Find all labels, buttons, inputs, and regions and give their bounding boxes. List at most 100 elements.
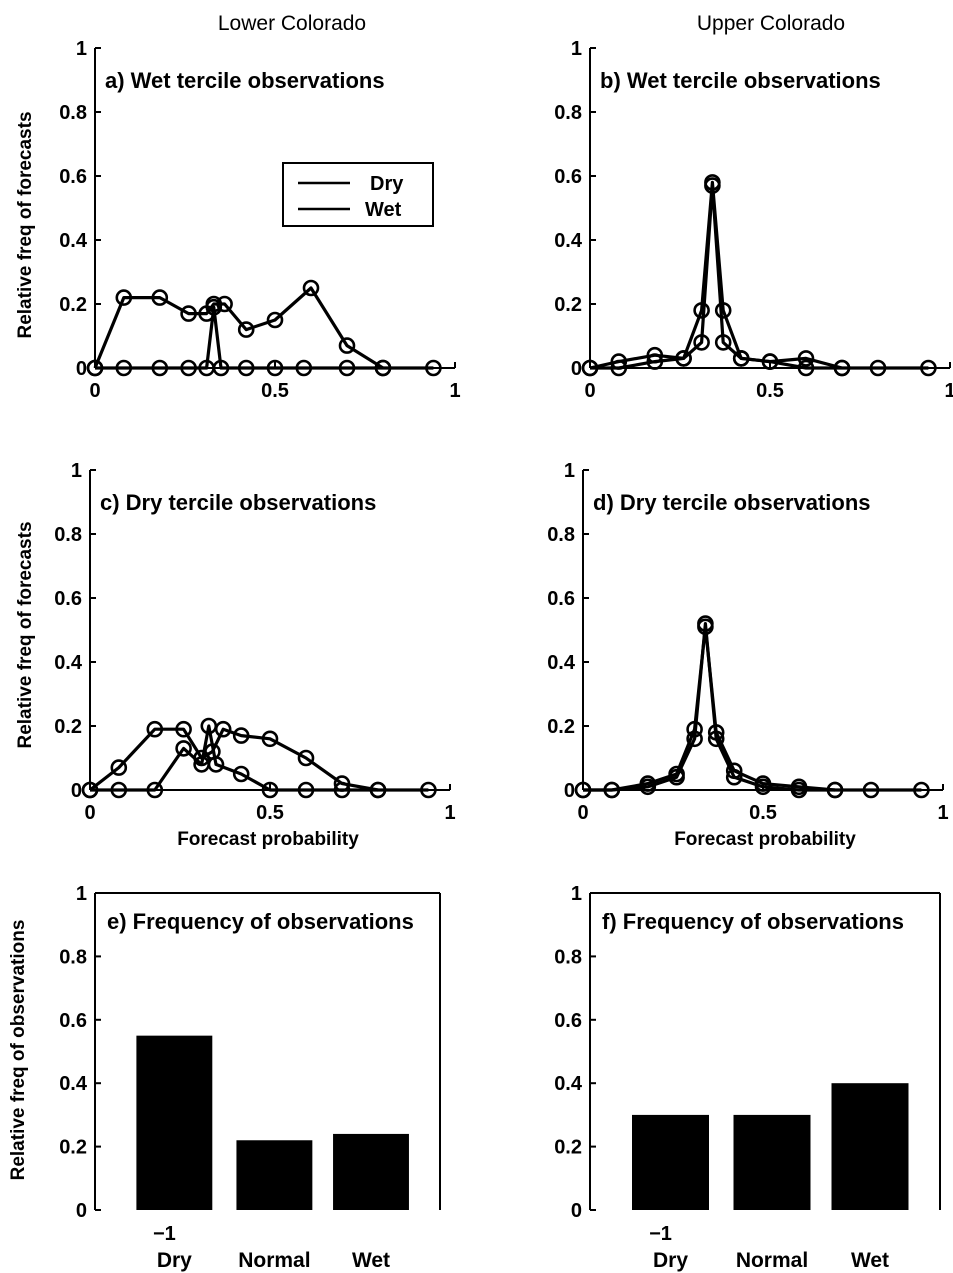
panel-title: e) Frequency of observations <box>107 909 414 934</box>
y-tick-label: 1 <box>76 883 87 905</box>
legend: Dry Wet <box>282 162 434 227</box>
legend-label-dry: Dry <box>370 173 404 195</box>
bar-normal <box>236 1140 313 1210</box>
y-tick-label: 1 <box>571 38 582 60</box>
data-point-wet <box>697 618 714 636</box>
bar-wet <box>831 1083 909 1210</box>
series-line-wet <box>589 184 843 370</box>
x-tick-label: 0 <box>584 380 595 402</box>
x-tick-label: 0.5 <box>749 802 777 824</box>
series-line-wet <box>583 625 836 792</box>
data-point-dry <box>115 359 133 377</box>
x-tick-label: 0.5 <box>261 380 289 402</box>
data-point-dry <box>180 359 197 377</box>
data-point-wet <box>686 720 703 738</box>
y-tick-label: 0.2 <box>547 716 575 738</box>
data-point-wet <box>146 720 164 738</box>
data-point-wet <box>714 334 732 351</box>
category-label: Dry <box>653 1249 688 1272</box>
data-point-dry <box>913 781 930 799</box>
y-tick-label: 0 <box>71 780 82 802</box>
data-point-dry <box>297 781 315 799</box>
category-label: Normal <box>238 1249 310 1272</box>
x-tick-label: 1 <box>449 380 460 402</box>
y-tick-label: 0.6 <box>547 588 575 610</box>
y-tick-label: 0.8 <box>59 102 87 124</box>
panel-title: c) Dry tercile observations <box>100 490 376 515</box>
category-label: Normal <box>736 1249 808 1272</box>
data-point-wet <box>333 775 351 792</box>
data-point-wet <box>115 289 133 306</box>
data-point-wet <box>603 781 621 799</box>
data-point-dry <box>693 302 710 319</box>
x-tick-label: 0 <box>89 380 100 402</box>
data-point-dry <box>862 781 880 799</box>
x-tick-label: −1 <box>153 1223 176 1245</box>
data-point-wet <box>302 279 320 297</box>
y-tick-label: 1 <box>571 883 582 905</box>
y-tick-label: 0.8 <box>554 102 582 124</box>
y-tick-label: 0.4 <box>59 1073 88 1095</box>
y-tick-label: 0.4 <box>59 230 88 252</box>
data-point-wet <box>237 321 255 338</box>
y-tick-label: 0.8 <box>547 524 575 546</box>
x-tick-label: 0.5 <box>256 802 284 824</box>
series-line-dry <box>583 621 922 792</box>
data-point-dry <box>338 359 356 377</box>
data-point-wet <box>232 727 250 744</box>
data-point-wet <box>297 749 315 767</box>
y-tick-label: 0.6 <box>554 1010 582 1032</box>
panel-d: 0 0.2 0.4 0.6 0.8 1 0 0.5 1 d) Dry tercile observ… <box>547 460 948 824</box>
data-point-wet <box>81 781 99 799</box>
series-line-dry <box>95 305 434 370</box>
y-axis-label-forecasts-middle: Relative freq of forecasts <box>15 521 36 748</box>
data-point-wet <box>214 720 232 738</box>
data-point-wet <box>732 350 750 367</box>
data-point-wet <box>646 346 664 364</box>
data-point-wet <box>610 353 628 370</box>
y-tick-label: 0.2 <box>54 716 82 738</box>
data-point-wet <box>86 359 104 377</box>
data-point-dry <box>425 359 442 377</box>
data-point-wet <box>266 311 284 329</box>
data-point-dry <box>420 781 437 799</box>
category-label: Dry <box>157 1249 192 1272</box>
y-tick-label: 0.2 <box>554 1137 582 1159</box>
panel-title: f) Frequency of observations <box>602 909 904 934</box>
data-point-wet <box>704 177 721 194</box>
y-tick-label: 0 <box>571 1200 582 1222</box>
data-point-wet <box>374 359 392 377</box>
x-tick-label: 0 <box>577 802 588 824</box>
panel-a: 0 0.2 0.4 0.6 0.8 1 0 0.5 1 a) Wet tercile observ… <box>59 38 460 402</box>
y-tick-label: 0.4 <box>547 652 576 674</box>
data-point-dry <box>869 359 887 377</box>
y-tick-label: 0.8 <box>59 946 87 968</box>
data-point-wet <box>180 305 197 322</box>
data-point-wet <box>205 295 223 313</box>
bar-wet <box>333 1133 409 1210</box>
data-point-wet <box>668 765 685 783</box>
y-tick-label: 0.6 <box>59 166 87 188</box>
y-tick-label: 0.6 <box>554 166 582 188</box>
data-point-dry <box>151 359 169 377</box>
x-tick-label: 0 <box>84 802 95 824</box>
data-point-wet <box>216 295 233 313</box>
bar-dry <box>136 1035 213 1210</box>
x-axis-label-right: Forecast probability <box>674 829 856 850</box>
y-tick-label: 0.8 <box>554 946 582 968</box>
panel-f: 0 0.2 0.4 0.6 0.8 1 Dry Normal Wet −1 f) Frequency… <box>554 883 941 1272</box>
x-tick-label: 1 <box>937 802 948 824</box>
panel-title: b) Wet tercile observations <box>600 68 881 93</box>
data-point-wet <box>151 289 169 306</box>
data-point-wet <box>204 743 221 760</box>
data-point-dry <box>175 740 192 757</box>
data-point-dry <box>797 359 815 377</box>
data-point-wet <box>369 781 387 799</box>
panel-title: a) Wet tercile observations <box>105 68 385 93</box>
column-title-left: Lower Colorado <box>218 12 366 35</box>
legend-label-wet: Wet <box>365 199 402 221</box>
data-point-wet <box>754 775 772 792</box>
data-point-dry <box>295 359 313 377</box>
y-tick-label: 1 <box>564 460 575 482</box>
data-point-dry <box>110 781 128 799</box>
